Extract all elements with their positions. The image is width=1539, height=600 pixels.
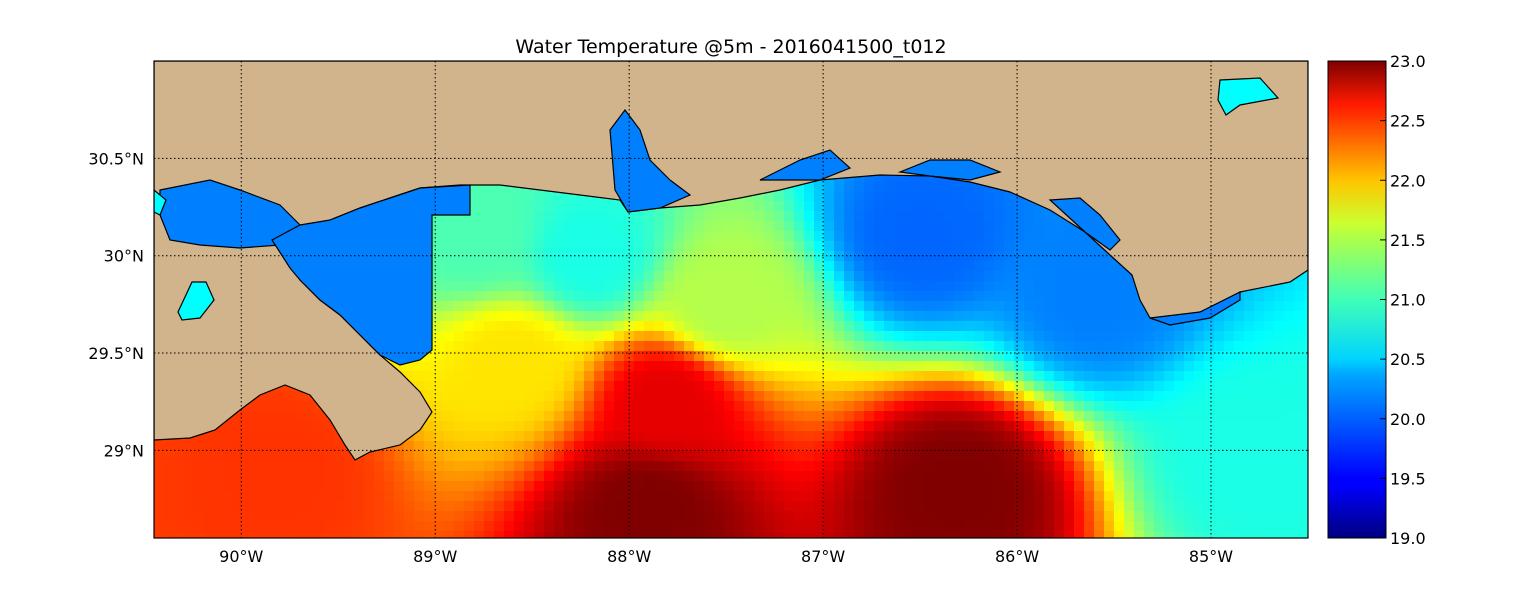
marsh-water bbox=[271, 184, 471, 366]
x-tick-label: 85°W bbox=[1189, 547, 1233, 566]
colorbar-tick-label: 22.0 bbox=[1390, 171, 1426, 190]
lake-edge bbox=[154, 189, 167, 216]
colorbar-tick-label: 22.5 bbox=[1390, 112, 1426, 131]
colorbar-tick-label: 23.0 bbox=[1390, 52, 1426, 71]
y-tick-label: 29.5°N bbox=[88, 344, 144, 363]
x-tick-label: 86°W bbox=[995, 547, 1039, 566]
choctawhatchee-bay bbox=[897, 159, 1002, 181]
colorbar-ticks: 23.0 22.5 22.0 21.5 21.0 20.5 20.0 19.5 19.0 bbox=[1380, 52, 1426, 548]
y-tick-label: 29°N bbox=[104, 441, 144, 460]
pensacola-bay bbox=[759, 149, 852, 181]
y-axis: 29°N 29.5°N 30°N 30.5°N bbox=[88, 149, 144, 460]
x-axis: 90°W 89°W 88°W 87°W 86°W 85°W bbox=[219, 547, 1233, 566]
colorbar-tick-label: 19.5 bbox=[1390, 469, 1426, 488]
y-tick-label: 30.5°N bbox=[88, 149, 144, 168]
x-tick-label: 88°W bbox=[607, 547, 651, 566]
colorbar: 23.0 22.5 22.0 21.5 21.0 20.5 20.0 19.5 19.0 bbox=[1327, 52, 1426, 548]
gridlines bbox=[154, 61, 1308, 538]
x-tick-label: 87°W bbox=[801, 547, 845, 566]
st-joseph-bay bbox=[1149, 291, 1241, 326]
colorbar-tick-label: 20.0 bbox=[1390, 410, 1426, 429]
mobile-bay bbox=[609, 109, 692, 213]
st-andrew-bay bbox=[1048, 197, 1121, 251]
inland-lake-east bbox=[1217, 77, 1280, 116]
colorbar-gradient bbox=[1327, 60, 1387, 539]
map-panel bbox=[154, 61, 1308, 538]
x-tick-label: 89°W bbox=[413, 547, 457, 566]
y-tick-label: 30°N bbox=[104, 247, 144, 266]
colorbar-tick-label: 21.0 bbox=[1390, 291, 1426, 310]
colorbar-tick-label: 20.5 bbox=[1390, 350, 1426, 369]
lake-west bbox=[177, 281, 215, 321]
chart-title: Water Temperature @5m - 2016041500_t012 bbox=[515, 36, 946, 58]
colorbar-tick-label: 21.5 bbox=[1390, 231, 1426, 250]
land-layer bbox=[154, 61, 1308, 461]
x-tick-label: 90°W bbox=[219, 547, 263, 566]
colorbar-tick-label: 19.0 bbox=[1390, 529, 1426, 548]
map-frame bbox=[153, 60, 1309, 539]
